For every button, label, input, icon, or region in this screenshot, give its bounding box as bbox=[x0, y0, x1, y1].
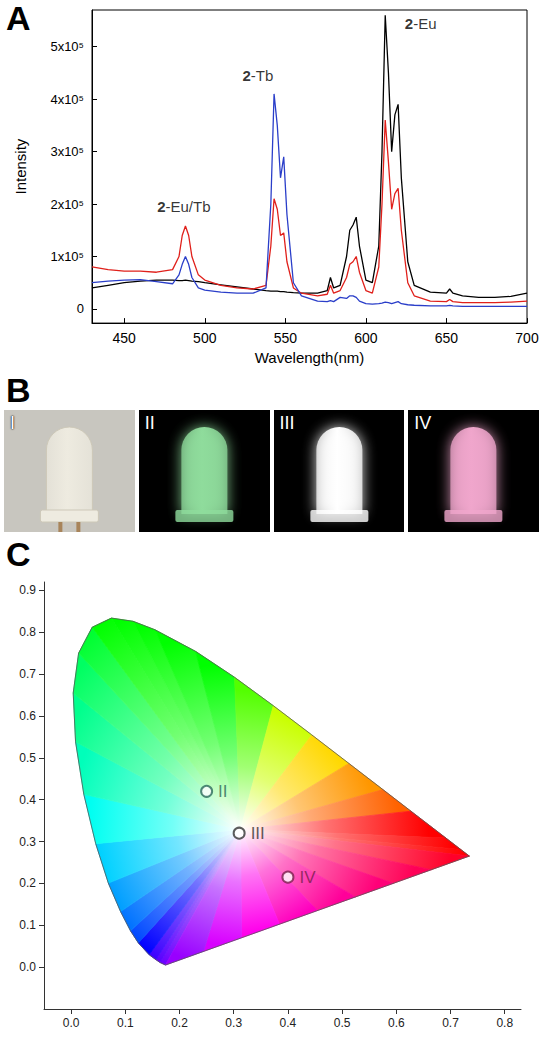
html-text:A: A bbox=[6, 0, 31, 37]
svg-text:0.1: 0.1 bbox=[117, 1016, 134, 1030]
svg-text:0.1: 0.1 bbox=[19, 918, 36, 932]
svg-text:Intensity: Intensity bbox=[12, 138, 29, 194]
svg-text:0.4: 0.4 bbox=[19, 793, 36, 807]
svg-text:4x10⁵: 4x10⁵ bbox=[50, 92, 84, 107]
svg-text:0.3: 0.3 bbox=[225, 1016, 242, 1030]
html-text:II: II bbox=[144, 413, 155, 433]
html-text:I: I bbox=[10, 413, 15, 433]
svg-text:0.2: 0.2 bbox=[19, 876, 36, 890]
svg-text:III: III bbox=[251, 824, 265, 843]
svg-text:0.5: 0.5 bbox=[334, 1016, 351, 1030]
svg-text:2: 2 bbox=[157, 198, 165, 215]
svg-text:5x10⁵: 5x10⁵ bbox=[50, 39, 84, 54]
svg-text:0.7: 0.7 bbox=[19, 667, 36, 681]
svg-text:1x10⁵: 1x10⁵ bbox=[50, 249, 84, 264]
svg-text:450: 450 bbox=[113, 330, 137, 346]
svg-text:IV: IV bbox=[299, 868, 316, 887]
svg-text:2: 2 bbox=[243, 67, 251, 84]
svg-text:0.6: 0.6 bbox=[19, 709, 36, 723]
svg-text:0.0: 0.0 bbox=[19, 960, 36, 974]
svg-text:3x10⁵: 3x10⁵ bbox=[50, 144, 84, 159]
svg-text:0.5: 0.5 bbox=[19, 751, 36, 765]
svg-text:0.2: 0.2 bbox=[171, 1016, 188, 1030]
svg-text:0.3: 0.3 bbox=[19, 835, 36, 849]
svg-text:II: II bbox=[218, 782, 227, 801]
html-text:C: C bbox=[6, 535, 31, 573]
svg-text:-Eu: -Eu bbox=[413, 15, 436, 32]
svg-text:2: 2 bbox=[405, 15, 413, 32]
svg-text:0.6: 0.6 bbox=[388, 1016, 405, 1030]
svg-text:0.9: 0.9 bbox=[19, 583, 36, 597]
svg-text:-Eu/Tb: -Eu/Tb bbox=[165, 198, 210, 215]
svg-text:0.8: 0.8 bbox=[19, 625, 36, 639]
html-text:IV: IV bbox=[414, 413, 432, 433]
svg-text:600: 600 bbox=[354, 330, 378, 346]
svg-text:650: 650 bbox=[435, 330, 459, 346]
svg-text:2x10⁵: 2x10⁵ bbox=[50, 197, 84, 212]
html-text:III: III bbox=[279, 413, 295, 433]
svg-text:Wavelength(nm): Wavelength(nm) bbox=[255, 349, 364, 366]
svg-text:550: 550 bbox=[274, 330, 298, 346]
svg-text:700: 700 bbox=[515, 330, 539, 346]
svg-text:0.4: 0.4 bbox=[280, 1016, 297, 1030]
svg-text:-Tb: -Tb bbox=[251, 67, 274, 84]
svg-text:0.7: 0.7 bbox=[442, 1016, 459, 1030]
svg-text:0: 0 bbox=[77, 301, 84, 316]
svg-text:500: 500 bbox=[193, 330, 217, 346]
svg-text:0.0: 0.0 bbox=[63, 1016, 80, 1030]
svg-text:0.8: 0.8 bbox=[496, 1016, 513, 1030]
html-text:B: B bbox=[6, 371, 31, 409]
